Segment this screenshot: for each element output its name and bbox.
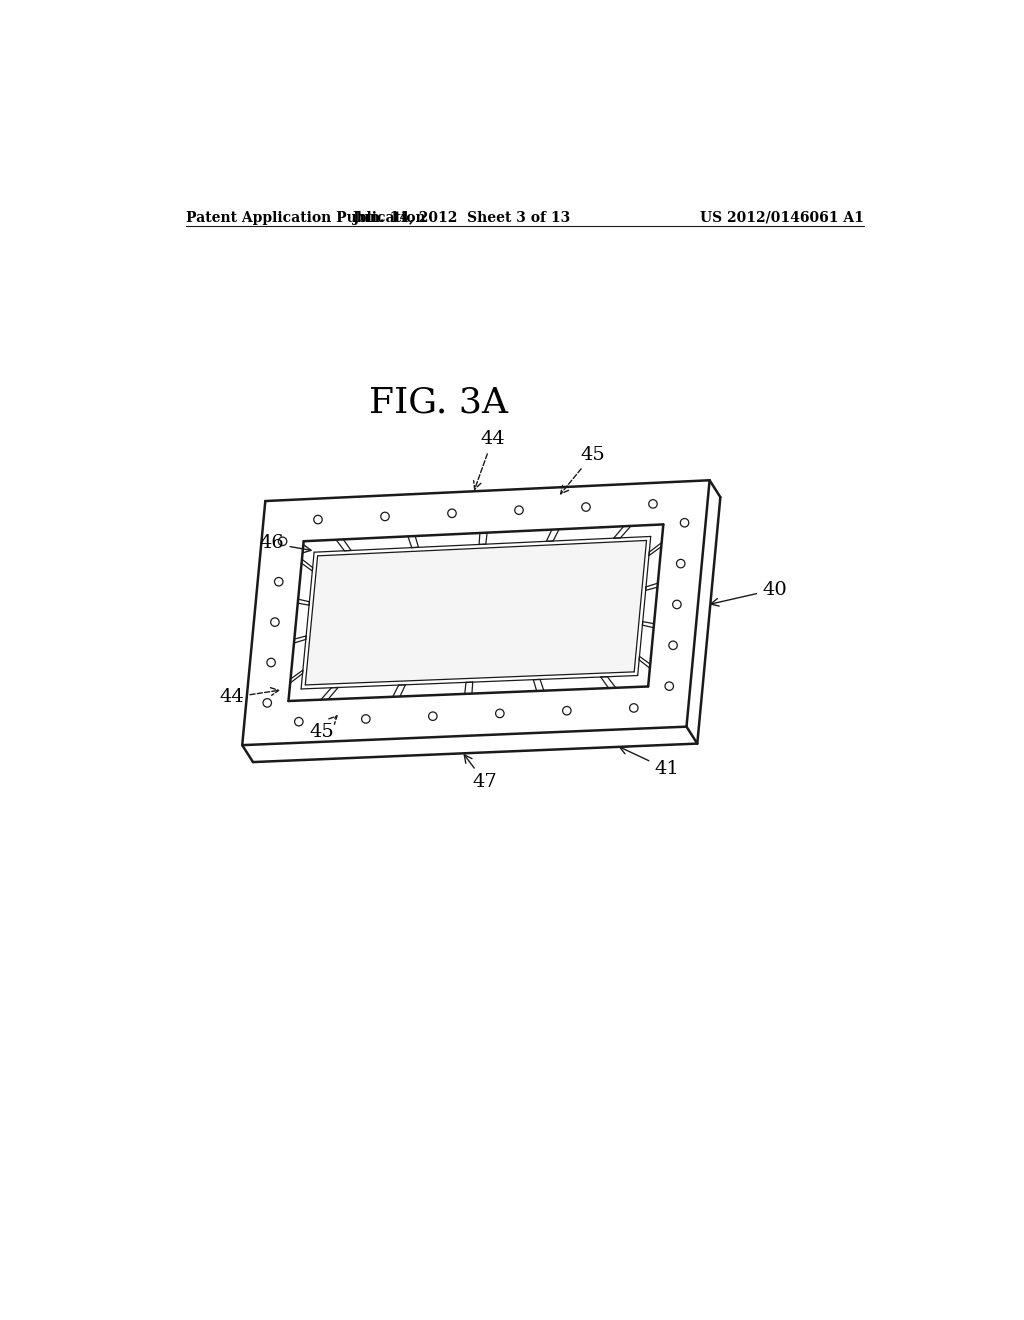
- Text: Patent Application Publication: Patent Application Publication: [186, 211, 426, 224]
- Text: 40: 40: [711, 581, 786, 606]
- Text: FIG. 3A: FIG. 3A: [369, 385, 508, 420]
- Text: 46: 46: [260, 535, 311, 553]
- Text: 44: 44: [220, 688, 279, 706]
- Text: US 2012/0146061 A1: US 2012/0146061 A1: [699, 211, 863, 224]
- Text: 45: 45: [309, 715, 337, 741]
- Polygon shape: [305, 540, 646, 685]
- Text: 45: 45: [561, 446, 605, 494]
- Text: 44: 44: [474, 430, 505, 490]
- Text: 41: 41: [620, 747, 679, 777]
- Text: 47: 47: [464, 755, 497, 791]
- Text: Jun. 14, 2012  Sheet 3 of 13: Jun. 14, 2012 Sheet 3 of 13: [353, 211, 570, 224]
